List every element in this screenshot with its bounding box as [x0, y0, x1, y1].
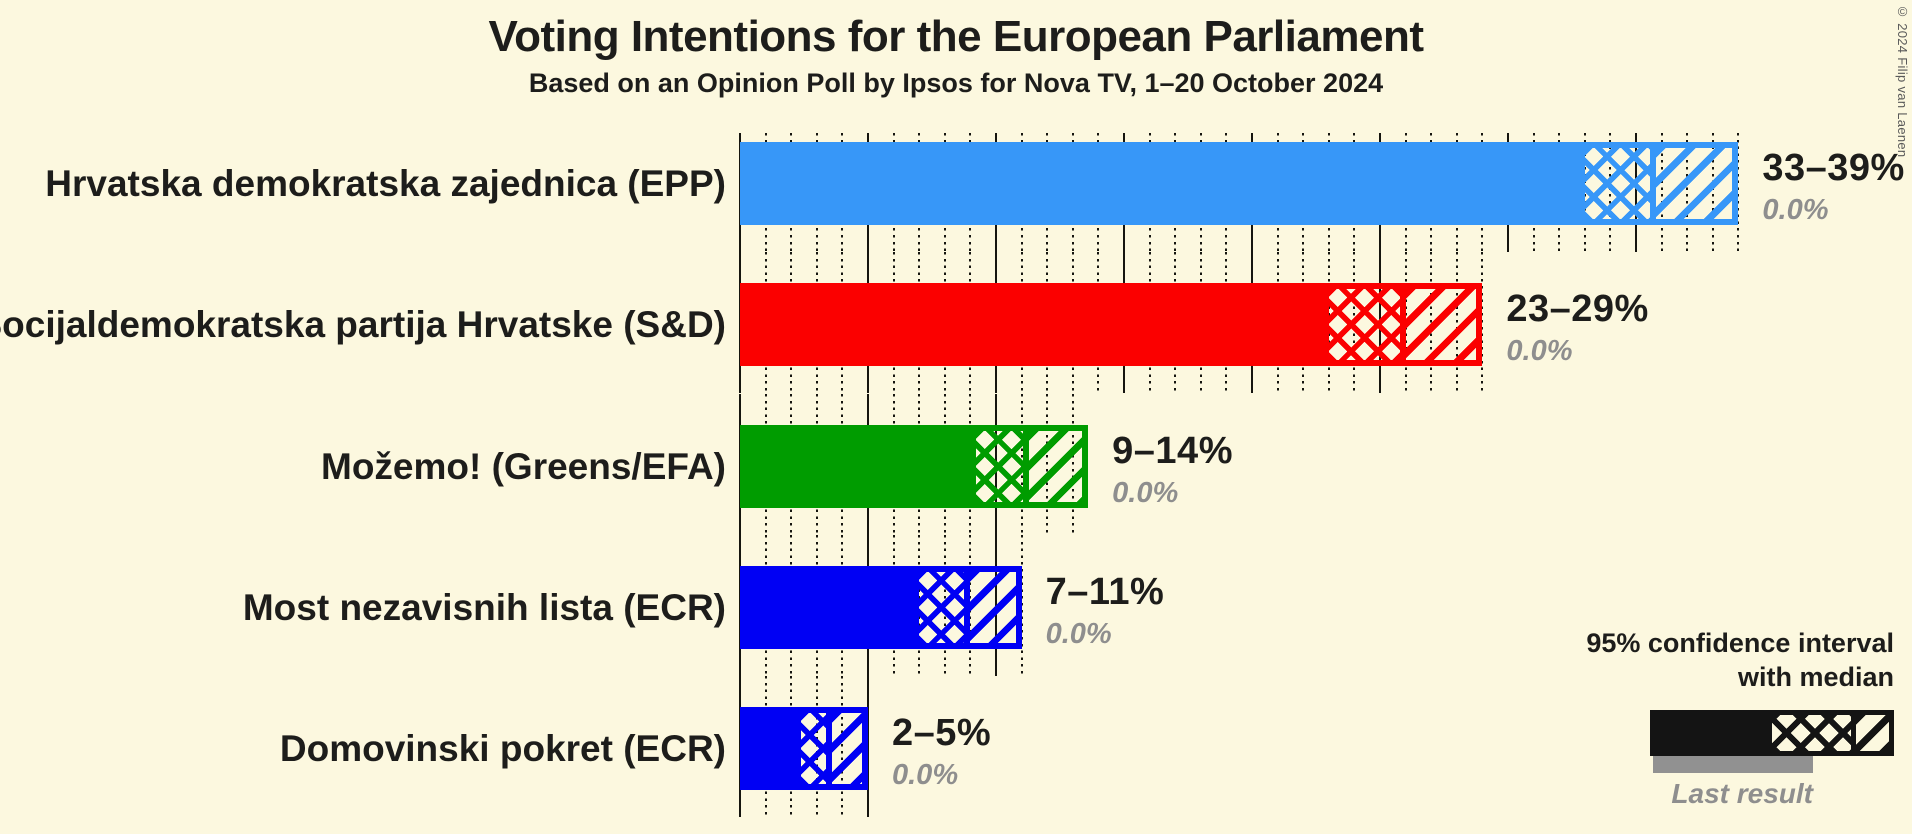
legend-title-line1: 95% confidence interval	[1586, 628, 1894, 658]
value-label-block: 7–11% 0.0%	[1046, 570, 1165, 651]
value-label-block: 2–5% 0.0%	[892, 711, 991, 792]
value-label-block: 23–29% 0.0%	[1506, 287, 1648, 368]
major-gridline	[867, 676, 869, 818]
ci-value-label: 9–14%	[1112, 429, 1233, 472]
bar-ci-diagonal-segment	[1656, 142, 1739, 225]
last-result-value-label: 0.0%	[1762, 194, 1829, 226]
ci-value-label: 23–29%	[1506, 288, 1649, 331]
bar-solid-segment	[740, 424, 976, 508]
value-label-block: 33–39% 0.0%	[1762, 146, 1904, 227]
legend-crosshatch-segment	[1772, 710, 1856, 756]
party-label: Hrvatska demokratska zajednica (EPP)	[45, 163, 726, 204]
bar-ci-crosshatch-segment	[975, 424, 1030, 508]
bar-ci-crosshatch-segment	[801, 707, 833, 791]
bar-ci-diagonal-segment	[1029, 424, 1089, 508]
value-label-block: 9–14% 0.0%	[1112, 429, 1233, 510]
party-label: Most nezavisnih lista (ECR)	[242, 586, 726, 628]
legend-last-result-label: Last result	[1671, 778, 1813, 809]
bar-solid-segment	[740, 565, 920, 649]
bar-ci-diagonal-segment	[832, 707, 868, 791]
minor-gridline	[1481, 252, 1484, 394]
party-label: Domovinski pokret (ECR)	[279, 728, 726, 770]
bar-solid-segment	[740, 707, 802, 791]
ci-value-label: 2–5%	[892, 712, 992, 755]
bar-ci-crosshatch-segment	[1328, 283, 1406, 367]
legend-diagonal-segment	[1856, 710, 1894, 756]
chart-title: Voting Intentions for the European Parli…	[488, 12, 1424, 61]
ci-value-label: 7–11%	[1045, 570, 1165, 613]
last-result-value-label: 0.0%	[1112, 476, 1179, 509]
legend-title-line2: with median	[1737, 662, 1894, 692]
bar-ci-crosshatch-segment	[1584, 142, 1657, 225]
minor-gridline	[1737, 133, 1740, 252]
bar-solid-segment	[740, 142, 1585, 225]
ci-value-label: 33–39%	[1762, 147, 1905, 189]
party-label: Socijaldemokratska partija Hrvatske (S&D…	[0, 304, 726, 346]
last-result-value-label: 0.0%	[1045, 617, 1112, 650]
last-result-value-label: 0.0%	[1506, 335, 1573, 368]
bar-ci-diagonal-segment	[1405, 283, 1483, 367]
bar-solid-segment	[740, 283, 1329, 367]
copyright-notice: © 2024 Filip van Laenen	[1895, 4, 1910, 158]
legend-last-result-sample-bar	[1653, 756, 1813, 773]
legend-ci-sample-bar	[1650, 710, 1894, 756]
bar-ci-crosshatch-segment	[919, 565, 971, 649]
chart-subtitle: Based on an Opinion Poll by Ipsos for No…	[528, 68, 1384, 98]
minor-gridline	[1020, 534, 1023, 676]
bar-ci-diagonal-segment	[970, 565, 1022, 649]
legend-solid-segment	[1650, 710, 1772, 756]
last-result-value-label: 0.0%	[892, 759, 959, 792]
party-label: Možemo! (Greens/EFA)	[321, 445, 726, 487]
legend: 95% confidence interval with median Last…	[1274, 626, 1894, 811]
